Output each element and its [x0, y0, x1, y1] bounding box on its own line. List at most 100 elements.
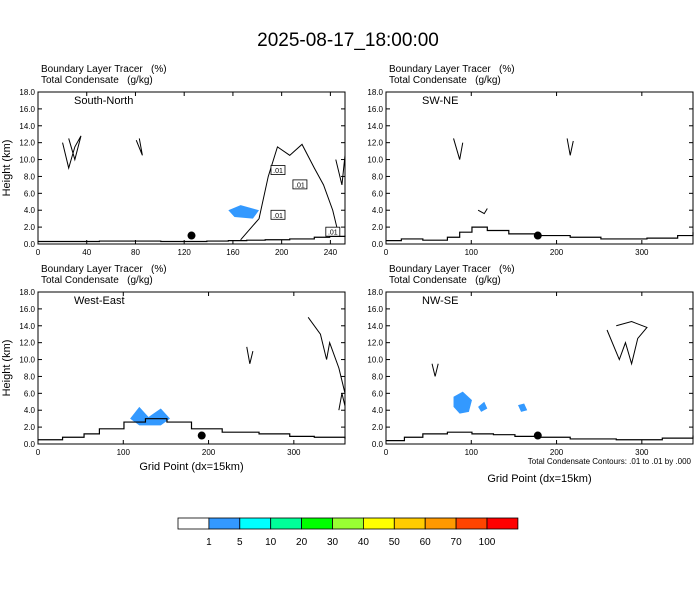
condensate-fill: [130, 406, 171, 426]
colorbar-swatch: [362, 517, 395, 530]
colorbar-swatch: [455, 517, 488, 530]
y-tick-label: 16.0: [19, 105, 35, 114]
panel-name: West-East: [74, 295, 125, 307]
y-tick-label: 14.0: [367, 322, 383, 331]
y-tick-label: 4.0: [24, 206, 36, 215]
y-tick-label: 6.0: [24, 189, 36, 198]
location-marker: [187, 231, 196, 240]
x-axis-label: Grid Point (dx=15km): [139, 461, 243, 473]
plot-frame: [37, 291, 346, 445]
x-tick-label: 0: [36, 448, 41, 457]
colorbar-label: 30: [327, 537, 339, 548]
contour-line: [240, 143, 340, 241]
x-tick-label: 300: [635, 448, 649, 457]
y-tick-label: 4.0: [24, 406, 36, 415]
colorbar-label: 50: [389, 537, 401, 548]
panel-west-east: 0.0 2.0 4.0 6.0 8.0 10.0 12.0 14.0 16.0 18.0 0 100 2…: [1, 288, 346, 473]
contour-label: .01: [328, 230, 338, 237]
panel-name: South-North: [74, 95, 133, 107]
y-tick-label: 16.0: [19, 305, 35, 314]
y-tick-label: 10.0: [367, 356, 383, 365]
colorbar-swatch: [332, 517, 364, 530]
contour-line: [335, 155, 346, 186]
y-tick-label: 2.0: [372, 223, 384, 232]
contour-footnote: Total Condensate Contours: .01 to .01 by…: [528, 457, 692, 466]
contour-line: [431, 363, 439, 377]
colorbar-swatch: [424, 517, 457, 530]
y-tick-label: 8.0: [24, 172, 36, 181]
location-marker: [197, 431, 206, 440]
plot-frame: [37, 91, 346, 245]
panel-south-north: 0.0 2.0 4.0 6.0 8.0 10.0 12.0 14.0 16.0 18.0 0 40 80…: [1, 88, 346, 257]
colorbar-label: 10: [265, 537, 277, 548]
y-tick-label: 6.0: [372, 389, 384, 398]
x-tick-label: 100: [465, 248, 479, 257]
contour-label-box: [325, 226, 341, 237]
x-tick-label: 100: [465, 448, 479, 457]
x-tick-label: 300: [287, 448, 301, 457]
y-tick-label: 4.0: [372, 406, 384, 415]
contour-label-box: [270, 209, 286, 220]
x-tick-label: 200: [202, 448, 216, 457]
panel-nw-se: 0.0 2.0 4.0 6.0 8.0 10.0 12.0 14.0 16.0 18.0 0 100 2…: [367, 288, 694, 485]
y-tick-label: 10.0: [19, 356, 35, 365]
y-tick-label: 12.0: [19, 339, 35, 348]
x-tick-label: 0: [384, 448, 389, 457]
x-tick-label: 80: [131, 248, 140, 257]
colorbar-swatch: [486, 517, 519, 530]
panel-title-line1: Boundary Layer Tracer (%): [389, 64, 515, 75]
colorbar-label: 5: [237, 537, 243, 548]
y-tick-label: 8.0: [372, 172, 384, 181]
panel-title-line1: Boundary Layer Tracer (%): [41, 64, 167, 75]
panel-title-line1: Boundary Layer Tracer (%): [41, 264, 167, 275]
y-tick-label: 12.0: [367, 139, 383, 148]
x-axis-label: Grid Point (dx=15km): [487, 473, 591, 485]
contour-label-box: [292, 179, 308, 190]
condensate-fill: [453, 391, 472, 414]
panel-title-line2: Total Condensate (g/kg): [41, 275, 153, 286]
panel-name: NW-SE: [422, 295, 458, 307]
contour-line: [246, 346, 254, 364]
colorbar-label: 1: [206, 537, 212, 548]
contour-label: .01: [273, 168, 283, 175]
colorbar-swatch: [393, 517, 426, 530]
y-tick-label: 14.0: [19, 322, 35, 331]
colorbar-swatch: [177, 517, 210, 530]
panel-title-line2: Total Condensate (g/kg): [389, 75, 501, 86]
x-tick-label: 160: [226, 248, 240, 257]
y-tick-label: 16.0: [367, 305, 383, 314]
y-tick-label: 18.0: [367, 88, 383, 97]
x-tick-label: 40: [82, 248, 91, 257]
y-tick-label: 0.0: [24, 240, 36, 249]
x-tick-label: 100: [117, 448, 131, 457]
plot-frame: [385, 91, 694, 245]
contour-line: [606, 321, 648, 366]
contour-line: [453, 138, 464, 160]
y-tick-label: 14.0: [19, 122, 35, 131]
y-tick-label: 16.0: [367, 105, 383, 114]
y-tick-label: 6.0: [372, 189, 384, 198]
x-tick-label: 0: [384, 248, 389, 257]
y-tick-label: 14.0: [367, 122, 383, 131]
terrain-line: [386, 226, 694, 242]
panel-title-line1: Boundary Layer Tracer (%): [389, 264, 515, 275]
panel-title-sw-ne: Boundary Layer Tracer (%) Total Condensa…: [389, 64, 515, 86]
plot-frame: [385, 291, 694, 445]
y-tick-label: 2.0: [372, 423, 384, 432]
panel-title-line2: Total Condensate (g/kg): [41, 75, 153, 86]
contour-label-box: [270, 165, 286, 175]
y-tick-label: 0.0: [24, 440, 36, 449]
y-tick-label: 4.0: [372, 206, 384, 215]
contour-line: [135, 138, 143, 156]
colorbar-label: 100: [479, 537, 496, 548]
y-tick-label: 12.0: [367, 339, 383, 348]
condensate-fill: [518, 403, 528, 412]
colorbar-swatch: [270, 517, 303, 530]
contour-line: [566, 138, 574, 156]
contour-label: .01: [295, 182, 305, 189]
y-axis-label: Height (km): [1, 340, 13, 397]
y-tick-label: 8.0: [372, 372, 384, 381]
y-tick-label: 10.0: [367, 156, 383, 165]
